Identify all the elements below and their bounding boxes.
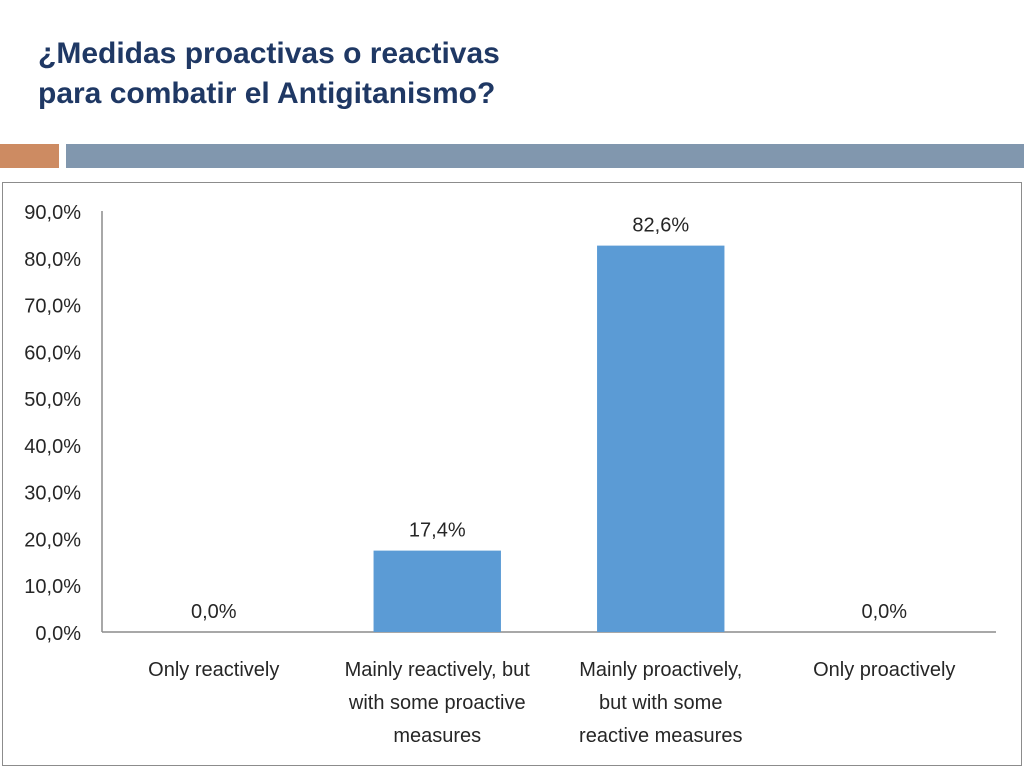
- bar-value-label: 0,0%: [861, 601, 907, 623]
- x-category-label: Only reactively: [148, 659, 279, 681]
- y-tick-label: 60,0%: [24, 342, 81, 364]
- accent-bar-left: [0, 144, 59, 168]
- slide-title-line-2: para combatir el Antigitanismo?: [38, 77, 496, 110]
- bar-value-label: 0,0%: [191, 601, 237, 623]
- y-tick-label: 80,0%: [24, 249, 81, 271]
- y-tick-label: 40,0%: [24, 436, 81, 458]
- x-category-label: Mainly proactively,: [579, 659, 742, 681]
- bar: [597, 245, 725, 633]
- chart-frame: 0,0% 10,0% 20,0% 30,0% 40,0% 50,0% 60,0% 70,0% 8…: [2, 182, 1022, 766]
- x-category-label: measures: [393, 725, 481, 747]
- bar-value-label: 82,6%: [632, 215, 689, 237]
- y-tick-label: 10,0%: [24, 576, 81, 598]
- y-tick-label: 70,0%: [24, 296, 81, 318]
- slide-title: ¿Medidas proactivas o reactivas para com…: [38, 34, 738, 114]
- y-tick-label: 20,0%: [24, 529, 81, 551]
- bar-value-label: 17,4%: [409, 520, 466, 542]
- x-category-label: Mainly reactively, but: [345, 659, 531, 681]
- y-tick-label: 30,0%: [24, 483, 81, 505]
- x-category-label: Only proactively: [813, 659, 955, 681]
- bar-chart: 0,0% 10,0% 20,0% 30,0% 40,0% 50,0% 60,0% 70,0% 8…: [24, 202, 996, 747]
- y-tick-label: 90,0%: [24, 202, 81, 224]
- x-category-label: reactive measures: [579, 725, 742, 747]
- y-tick-label: 50,0%: [24, 389, 81, 411]
- slide-title-line-1: ¿Medidas proactivas o reactivas: [38, 37, 500, 70]
- accent-bar-right: [66, 144, 1024, 168]
- x-category-label: but with some: [599, 692, 722, 714]
- x-category-label: with some proactive: [348, 692, 526, 714]
- bar: [373, 550, 501, 632]
- y-tick-label: 0,0%: [35, 623, 81, 645]
